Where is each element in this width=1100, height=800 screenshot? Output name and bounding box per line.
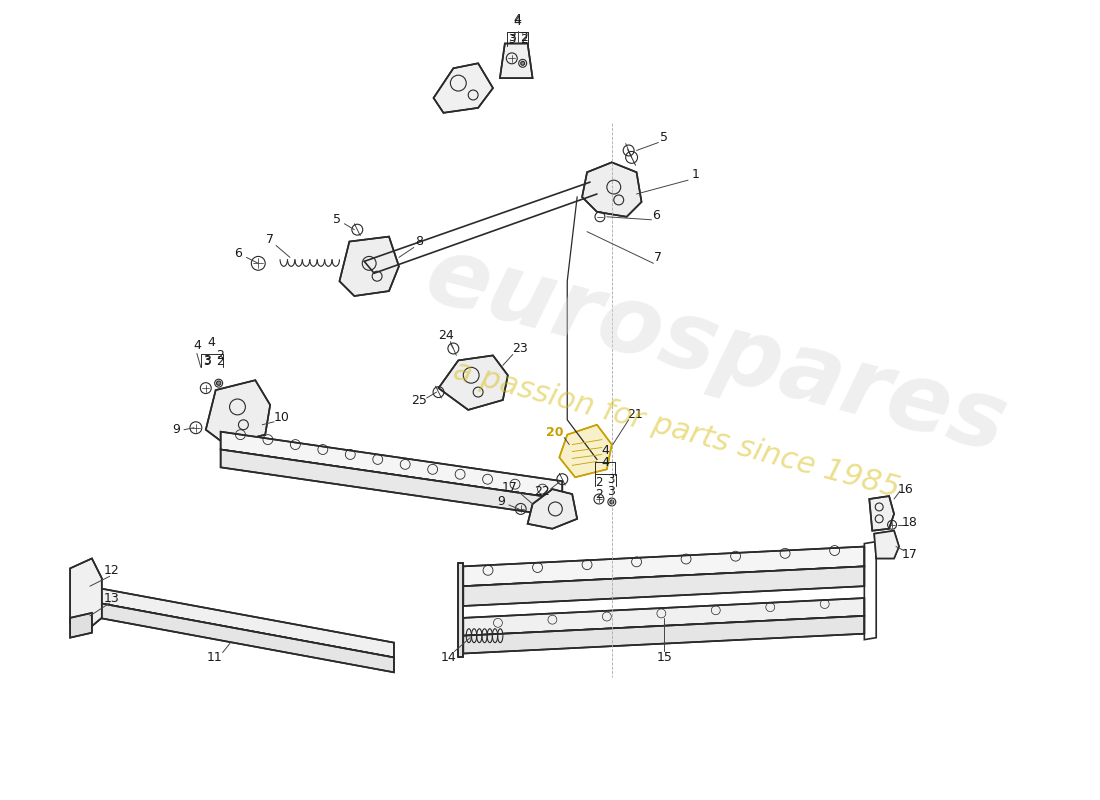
- Text: 3: 3: [204, 355, 210, 368]
- Polygon shape: [463, 616, 865, 654]
- Text: 3: 3: [607, 485, 615, 498]
- Polygon shape: [206, 380, 271, 445]
- Polygon shape: [221, 432, 562, 499]
- Polygon shape: [582, 162, 641, 217]
- Circle shape: [609, 500, 614, 504]
- Circle shape: [520, 62, 525, 66]
- Polygon shape: [221, 450, 562, 517]
- Text: 3: 3: [202, 354, 211, 367]
- Text: 2: 2: [519, 31, 528, 44]
- Text: 8: 8: [415, 235, 422, 248]
- Polygon shape: [459, 563, 463, 658]
- Text: 6: 6: [652, 210, 660, 222]
- Text: 9: 9: [172, 423, 180, 436]
- Text: 1: 1: [692, 168, 700, 181]
- Polygon shape: [340, 237, 399, 296]
- Text: 15: 15: [657, 651, 672, 664]
- Text: 18: 18: [902, 516, 917, 530]
- Text: 7: 7: [654, 251, 662, 264]
- Polygon shape: [559, 425, 612, 478]
- Text: 13: 13: [103, 591, 120, 605]
- Text: 17: 17: [902, 548, 917, 561]
- Text: 2: 2: [595, 476, 603, 489]
- Text: 4: 4: [208, 336, 216, 349]
- Text: eurospares: eurospares: [416, 229, 1016, 472]
- Text: 9: 9: [497, 494, 505, 507]
- Text: 23: 23: [512, 342, 528, 355]
- Text: 24: 24: [439, 329, 454, 342]
- Text: 21: 21: [627, 408, 642, 422]
- Text: 4: 4: [602, 456, 609, 469]
- Text: 12: 12: [103, 564, 120, 577]
- Text: 11: 11: [207, 651, 222, 664]
- Text: 22: 22: [535, 485, 550, 498]
- Text: 17: 17: [502, 481, 518, 494]
- Text: 6: 6: [234, 247, 242, 260]
- Polygon shape: [70, 558, 102, 628]
- Text: 16: 16: [898, 482, 914, 496]
- Text: 4: 4: [514, 14, 521, 26]
- Text: 7: 7: [266, 233, 274, 246]
- Polygon shape: [433, 63, 493, 113]
- Text: 25: 25: [410, 394, 427, 406]
- Text: 2: 2: [595, 487, 603, 501]
- Circle shape: [217, 381, 221, 386]
- Text: 2: 2: [520, 33, 527, 46]
- Text: 5: 5: [660, 131, 669, 144]
- Text: 2: 2: [216, 355, 223, 368]
- Text: a passion for parts since 1985: a passion for parts since 1985: [450, 356, 903, 503]
- Polygon shape: [439, 355, 508, 410]
- Text: 3: 3: [607, 473, 615, 486]
- Text: 5: 5: [333, 214, 341, 226]
- Text: 10: 10: [274, 411, 290, 424]
- Polygon shape: [73, 598, 394, 672]
- Text: 4: 4: [514, 15, 521, 28]
- Text: 14: 14: [440, 651, 456, 664]
- Text: 4: 4: [601, 444, 608, 457]
- Text: 2: 2: [216, 349, 223, 362]
- Polygon shape: [70, 613, 92, 638]
- Text: 3: 3: [508, 31, 516, 44]
- Polygon shape: [528, 489, 578, 529]
- Polygon shape: [463, 546, 865, 586]
- Text: 20: 20: [546, 426, 563, 439]
- Polygon shape: [73, 583, 394, 658]
- Polygon shape: [874, 530, 899, 558]
- Text: 4: 4: [192, 339, 201, 352]
- Polygon shape: [869, 496, 894, 530]
- Polygon shape: [499, 43, 532, 78]
- Polygon shape: [463, 566, 865, 606]
- Text: 3: 3: [508, 33, 516, 46]
- Polygon shape: [463, 598, 865, 636]
